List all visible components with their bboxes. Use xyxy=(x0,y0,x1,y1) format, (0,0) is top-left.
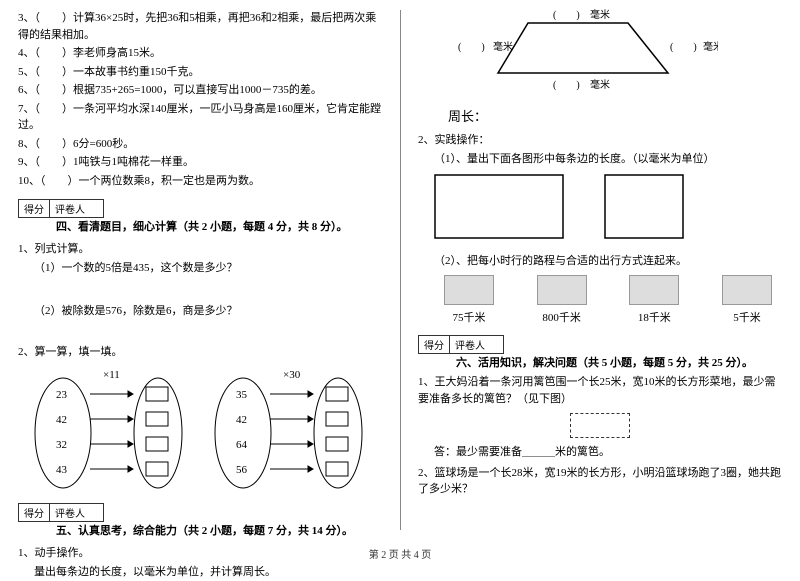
svg-text:毫米: 毫米 xyxy=(493,40,513,53)
grader-label: 评卷人 xyxy=(450,336,503,353)
section-4-title: 四、看清题目，细心计算（共 2 小题，每题 4 分，共 8 分）。 xyxy=(56,218,382,234)
grader-label: 评卷人 xyxy=(50,200,103,217)
rect-shape-1 xyxy=(434,174,564,239)
s4-1a: （1）一个数的5倍是435，这个数是多少？ xyxy=(34,260,382,277)
s5-2: 2、实践操作： xyxy=(418,131,782,147)
perimeter-label: 周长： xyxy=(448,106,782,125)
ov2-n2: 42 xyxy=(236,414,247,426)
score-label: 得分 xyxy=(419,336,450,353)
ov2-n3: 64 xyxy=(236,439,248,451)
svg-text:毫米: 毫米 xyxy=(590,78,610,91)
s6-2: 2、篮球场是一个长28米，宽19米的长方形，小明沿篮球场跑了3圈，她共跑了多少米… xyxy=(418,465,782,498)
dist-4: 5千米 xyxy=(733,312,761,324)
s6-1: 1、王大妈沿着一条河用篱笆围一个长25米，宽10米的长方形菜地，最少需要准备多长… xyxy=(418,374,782,407)
trapezoid-figure: ( ) 毫米 ( ) 毫米 ( ) 毫米 ( ) 毫米 xyxy=(458,8,718,98)
grader-label: 评卷人 xyxy=(50,504,103,521)
svg-text:( ): ( ) xyxy=(553,80,580,91)
s5-2a: （1）、量出下面各图形中每条边的长度。（以毫米为单位） xyxy=(434,151,782,168)
ov1-n1: 23 xyxy=(56,389,68,401)
tf-q9: 9、（ ）1吨铁与1吨棉花一样重。 xyxy=(18,154,382,171)
rect-shape-2 xyxy=(604,174,684,239)
s5-2b: （2）、把每小时行的路程与合适的出行方式连起来。 xyxy=(434,253,782,270)
score-box-4: 得分 评卷人 xyxy=(18,199,104,218)
s4-1: 1、列式计算。 xyxy=(18,240,382,256)
ov2-mult: ×30 xyxy=(283,369,301,381)
section-5-title: 五、认真思考，综合能力（共 2 小题，每题 7 分，共 14 分）。 xyxy=(56,522,382,538)
ov1-mult: ×11 xyxy=(103,369,120,381)
tf-q6: 6、（ ）根据735+265=1000，可以直接写出1000－735的差。 xyxy=(18,82,382,99)
s5-1a: 量出每条边的长度，以毫米为单位，并计算周长。 xyxy=(34,564,382,581)
svg-text:( ): ( ) xyxy=(553,10,580,21)
score-label: 得分 xyxy=(19,504,50,521)
svg-text:毫米: 毫米 xyxy=(703,40,718,53)
tf-q3: 3、（ ）计算36×25时，先把36和5相乘，再把36和2相乘，最后把两次乘得的… xyxy=(18,10,382,43)
ov1-n4: 43 xyxy=(56,464,68,476)
score-box-6: 得分 评卷人 xyxy=(418,335,504,354)
dist-3: 18千米 xyxy=(638,312,671,324)
ov1-n3: 32 xyxy=(56,439,67,451)
tf-q7: 7、（ ）一条河平均水深140厘米，一匹小马身高是160厘米，它肯定能蹚过。 xyxy=(18,101,382,134)
svg-text:毫米: 毫米 xyxy=(590,8,610,21)
tf-q4: 4、（ ）李老师身高15米。 xyxy=(18,45,382,62)
tf-q8: 8、（ ）6分=600秒。 xyxy=(18,136,382,153)
svg-text:( ): ( ) xyxy=(670,42,697,53)
dist-2: 800千米 xyxy=(542,312,581,324)
car-icon xyxy=(537,275,587,305)
s4-1b: （2）被除数是576，除数是6，商是多少？ xyxy=(34,303,382,320)
section-6-title: 六、活用知识，解决问题（共 5 小题，每题 5 分，共 25 分）。 xyxy=(456,354,782,370)
ov2-n4: 56 xyxy=(236,464,248,476)
tf-q5: 5、（ ）一本故事书约重150千克。 xyxy=(18,64,382,81)
s6-1a: 答：最少需要准备＿＿＿米的篱笆。 xyxy=(434,444,782,461)
score-box-5: 得分 评卷人 xyxy=(18,503,104,522)
column-divider xyxy=(400,10,401,530)
dist-1: 75千米 xyxy=(453,312,486,324)
page-footer: 第 2 页 共 4 页 xyxy=(0,546,800,561)
dotted-rect-figure xyxy=(570,413,630,438)
ov1-n2: 42 xyxy=(56,414,67,426)
bike-icon xyxy=(722,275,772,305)
s4-2: 2、算一算，填一填。 xyxy=(18,343,382,359)
plane-icon xyxy=(629,275,679,305)
walk-icon xyxy=(444,275,494,305)
oval-diagram: 23 42 32 43 ×11 35 42 64 56 ×30 xyxy=(18,363,378,493)
score-label: 得分 xyxy=(19,200,50,217)
svg-text:( ): ( ) xyxy=(458,42,485,53)
ov2-n1: 35 xyxy=(236,389,248,401)
transport-row: 75千米 800千米 18千米 5千米 xyxy=(434,275,782,325)
tf-q10: 10、（ ）一个两位数乘8，积一定也是两为数。 xyxy=(18,173,382,190)
